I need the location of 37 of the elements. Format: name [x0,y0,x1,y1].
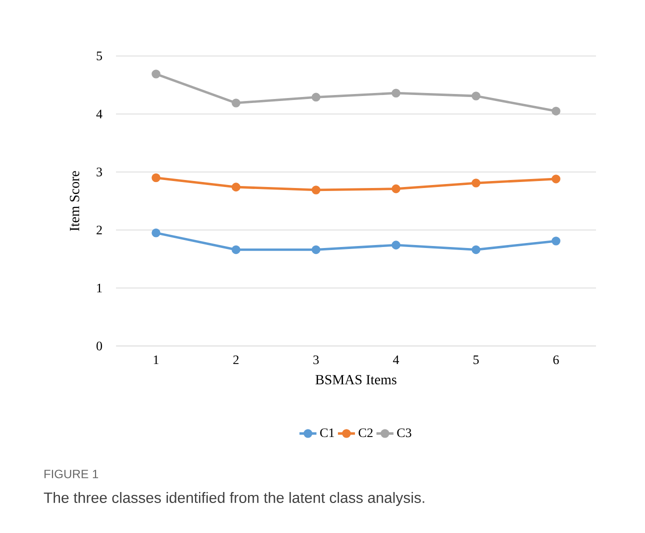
x-tick-label: 1 [154,355,158,364]
legend-label: C2 [358,428,373,438]
point [472,92,480,100]
point [392,240,400,250]
point [152,70,160,78]
text: The three classes identified from the latent class analysis. [44,492,424,506]
point [312,245,320,254]
legend-label: C1 [320,428,334,438]
point [232,182,240,192]
legend-label: C3 [397,428,412,438]
point [552,174,560,184]
x-tick-label: 5 [474,355,479,364]
point [472,245,480,254]
point [472,178,480,188]
point [552,106,560,116]
point [232,98,240,108]
point [392,88,400,98]
y-axis-title: Item Score [70,171,80,231]
x-tick-label: 2 [233,355,239,364]
x-axis-title: BSMAS Items [316,375,396,384]
caption: FIGURE 1 [44,470,98,478]
y-tick-label: 1 [97,284,102,292]
point [312,92,320,102]
y-tick-label: 0 [96,342,102,350]
y-tick-label: 2 [96,226,102,234]
point [232,245,240,254]
x-tick-label: 3 [313,355,319,364]
point [312,186,320,194]
y-tick-label: 5 [96,52,102,60]
point [552,236,560,246]
point [152,173,160,182]
point [152,228,160,238]
x-tick-label: 6 [553,355,559,364]
x-tick-label: 4 [393,355,400,364]
y-tick-label: 4 [96,110,102,118]
y-tick-label: 3 [96,168,102,176]
point [392,184,400,194]
